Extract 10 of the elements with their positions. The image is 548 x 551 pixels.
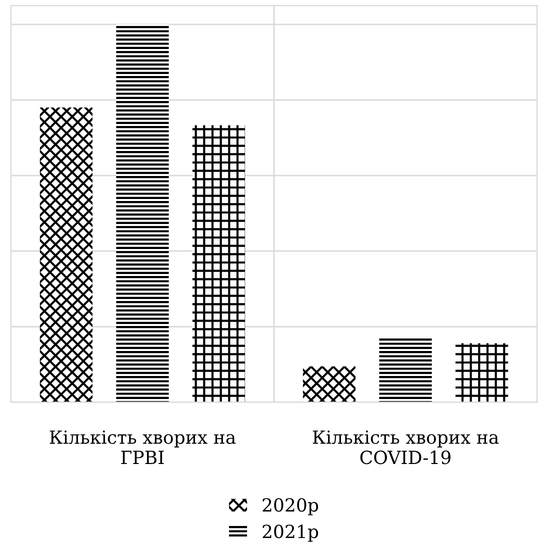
bar	[192, 125, 246, 402]
x-tick-label: Кількість хворих на ГРВІ	[50, 430, 236, 464]
legend-label: 2020р	[262, 498, 318, 516]
bar	[302, 366, 356, 402]
bar	[116, 24, 169, 402]
bar	[456, 343, 508, 402]
bar	[379, 336, 432, 402]
legend-label: 2021р	[262, 524, 318, 542]
x-tick-label: Кількість хворих на COVID-19	[312, 430, 499, 464]
bar	[40, 108, 92, 402]
